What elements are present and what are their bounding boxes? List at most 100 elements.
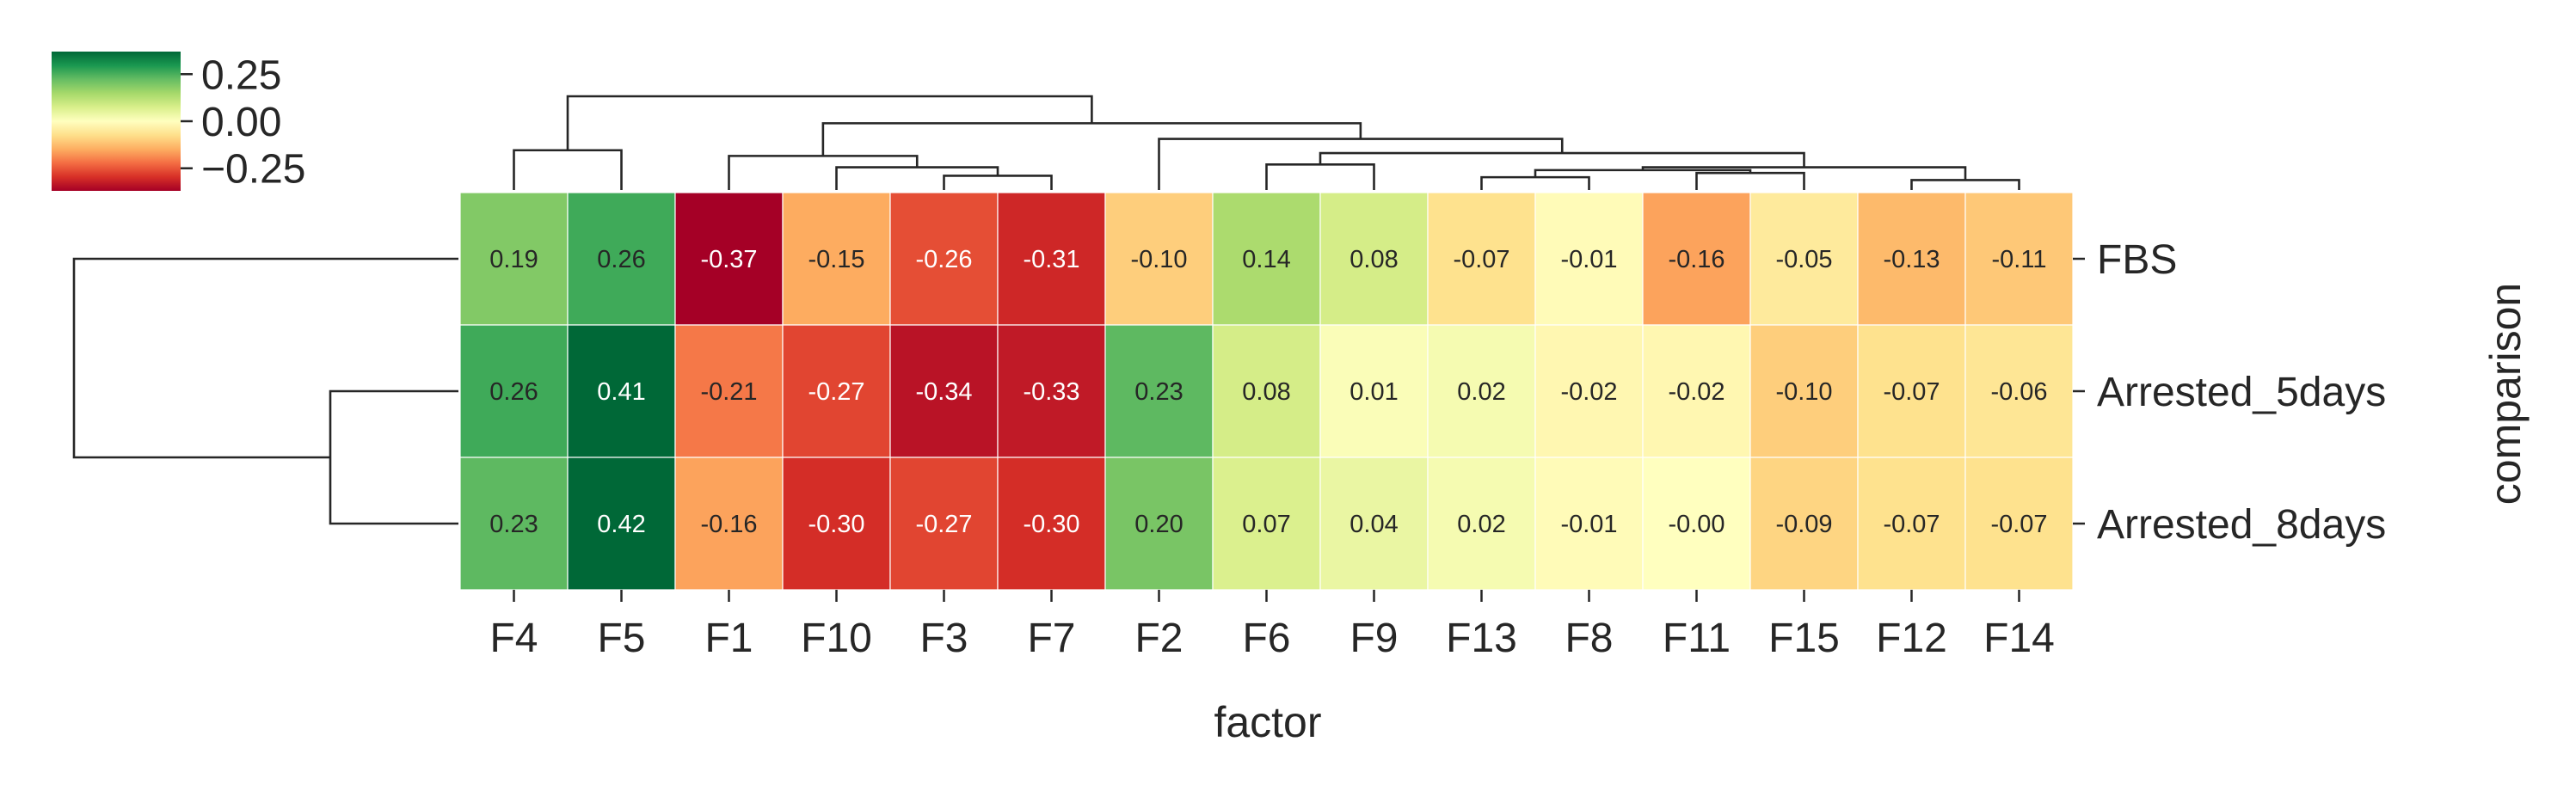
cell-value-label: 0.14: [1242, 246, 1290, 273]
cell-value-label: -0.30: [1023, 511, 1079, 538]
x-tick-label: F8: [1565, 616, 1613, 661]
cell-value-label: 0.20: [1134, 511, 1183, 538]
x-tick-label: F1: [704, 616, 753, 661]
cell-value-label: 0.26: [597, 246, 645, 273]
x-tick-label: F6: [1242, 616, 1290, 661]
column-dendrogram-link: [1695, 171, 1805, 190]
cell-value-label: 0.04: [1349, 511, 1398, 538]
cell-value-label: 0.23: [1134, 378, 1183, 406]
cell-value-label: -0.27: [915, 511, 972, 538]
x-tick-label: F11: [1663, 616, 1731, 661]
column-dendrogram-link: [1480, 175, 1590, 190]
colorbar-tick-label: −0.25: [201, 147, 305, 193]
heatmap-cell: [1857, 457, 1966, 591]
cell-value-label: -0.01: [1560, 511, 1617, 538]
cell-value-label: -0.34: [915, 378, 972, 406]
cell-value-label: -0.10: [1130, 246, 1187, 273]
cell-value-label: -0.01: [1560, 246, 1617, 273]
cell-value-label: 0.23: [489, 511, 538, 538]
x-axis-ticks: F4 F5 F1 F10 F3 F7 F2 F6 F9 F13 F8 F11 F15 F12 F14: [489, 590, 2055, 661]
cell-value-label: -0.26: [915, 246, 972, 273]
cell-value-label: -0.02: [1560, 378, 1617, 406]
cell-value-label: 0.01: [1349, 378, 1398, 406]
cell-value-label: -0.05: [1775, 246, 1832, 273]
heatmap-cell: [674, 192, 784, 326]
cell-value-label: 0.42: [597, 511, 645, 538]
heatmap-cell: [1212, 457, 1321, 591]
cell-value-label: 0.41: [597, 378, 645, 406]
colorbar-gradient: [52, 52, 181, 191]
heatmap-cell: [997, 192, 1106, 326]
cell-value-label: -0.06: [1990, 378, 2047, 406]
cell-value-label: -0.30: [808, 511, 864, 538]
cell-value-label: -0.37: [700, 246, 757, 273]
cell-value-label: -0.11: [1992, 246, 2047, 273]
x-tick-label: F10: [801, 616, 872, 661]
column-dendrogram-link: [513, 149, 623, 190]
x-tick-label: F3: [919, 616, 968, 661]
cell-value-label: -0.09: [1775, 511, 1832, 538]
colorbar-tick-label: 0.00: [201, 100, 281, 145]
x-tick-label: F15: [1768, 616, 1840, 661]
column-dendrogram-link: [943, 175, 1053, 190]
heatmap-cell: [1212, 324, 1321, 458]
column-dendrogram-link: [1910, 179, 2020, 190]
cell-value-label: -0.10: [1775, 378, 1832, 406]
heatmap-cell: [1427, 457, 1536, 591]
column-dendrogram-link: [835, 166, 999, 190]
y-axis-label: comparison: [2481, 283, 2530, 505]
column-dendrogram-link: [821, 122, 1362, 156]
cell-value-label: -0.07: [1883, 511, 1940, 538]
row-dendrogram-link: [72, 257, 458, 459]
x-tick-label: F4: [489, 616, 538, 661]
heatmap-cell: [674, 457, 784, 591]
y-tick-label: Arrested_5days: [2097, 370, 2386, 415]
x-tick-label: F14: [1983, 616, 2055, 661]
heatmap-cell: [782, 324, 891, 458]
heatmap-cell: [1964, 457, 2074, 591]
cell-value-label: -0.15: [808, 246, 864, 273]
cell-value-label: 0.26: [489, 378, 538, 406]
colorbar: 0.250.00−0.25: [52, 52, 305, 193]
heatmap-cell: [1642, 192, 1751, 326]
cell-value-label: -0.16: [700, 511, 757, 538]
heatmap-cell: [459, 324, 569, 458]
cell-value-label: -0.33: [1023, 378, 1079, 406]
heatmap-cell: [997, 324, 1106, 458]
heatmap-cell: [567, 192, 676, 326]
column-dendrogram-link: [728, 155, 919, 190]
heatmap-cell: [1642, 324, 1751, 458]
heatmap-cell: [674, 324, 784, 458]
cell-annotations: 0.19 0.26 -0.37 -0.15 -0.26 -0.31 -0.10 0.14 0.0…: [489, 246, 2047, 538]
heatmap-cell: [782, 457, 891, 591]
cell-value-label: 0.19: [489, 246, 538, 273]
heatmap-cell: [1319, 457, 1429, 591]
x-tick-label: F12: [1876, 616, 1947, 661]
x-tick-label: F2: [1134, 616, 1183, 661]
heatmap-cell: [889, 457, 999, 591]
row-dendrogram-link: [329, 389, 458, 525]
cell-value-label: -0.16: [1668, 246, 1725, 273]
heatmap-cell: [1534, 324, 1644, 458]
cell-value-label: -0.00: [1668, 511, 1725, 538]
cell-value-label: -0.07: [1883, 378, 1940, 406]
heatmap-cell: [1212, 192, 1321, 326]
x-axis-label: factor: [1214, 698, 1321, 746]
heatmap-cell: [1857, 192, 1966, 326]
cell-value-label: -0.07: [1453, 246, 1509, 273]
column-dendrogram-link: [566, 95, 1093, 150]
x-tick-label: F13: [1446, 616, 1517, 661]
heatmap-cell: [1964, 192, 2074, 326]
column-dendrogram-link: [1319, 151, 1805, 168]
column-dendrogram-link: [1641, 166, 1967, 181]
heatmap-cell: [1319, 324, 1429, 458]
y-tick-label: FBS: [2097, 237, 2177, 283]
heatmap-cell: [567, 324, 676, 458]
heatmap-cell: [1857, 324, 1966, 458]
cell-value-label: -0.13: [1883, 246, 1940, 273]
heatmap-cell: [459, 192, 569, 326]
heatmap-cell: [1749, 192, 1859, 326]
cell-value-label: -0.27: [808, 378, 864, 406]
heatmap-grid: [459, 192, 2074, 591]
